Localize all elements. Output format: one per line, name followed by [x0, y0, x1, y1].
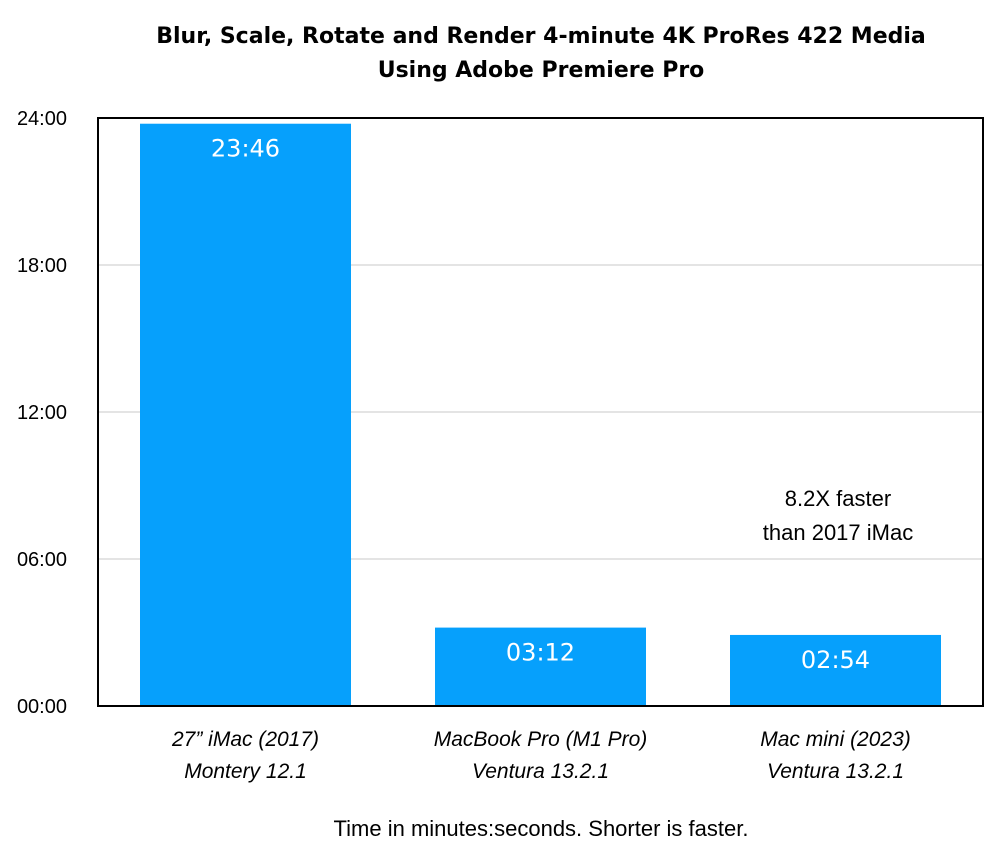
- chart-footnote: Time in minutes:seconds. Shorter is fast…: [334, 816, 749, 841]
- x-category-label-1-line-2: Montery 12.1: [184, 760, 307, 783]
- bar-2: [435, 627, 646, 706]
- y-tick-label-1: 06:00: [17, 549, 67, 571]
- chart-title: Blur, Scale, Rotate and Render 4-minute …: [156, 24, 926, 83]
- y-tick-label-4: 24:00: [17, 108, 67, 130]
- x-category-label-2-line-1: MacBook Pro (M1 Pro): [434, 728, 648, 751]
- speedup-annotation: 8.2X faster than 2017 iMac: [763, 486, 913, 545]
- plot-frame: [97, 117, 984, 707]
- x-category-label-2-line-2: Ventura 13.2.1: [472, 760, 609, 783]
- plot-border: [97, 117, 984, 707]
- bars: 23:46 03:12 02:54: [140, 123, 941, 707]
- x-category-label-1-line-1: 27” iMac (2017): [171, 728, 319, 751]
- chart-title-line-1: Blur, Scale, Rotate and Render 4-minute …: [156, 24, 926, 49]
- bar-value-label-2: 03:12: [506, 639, 575, 667]
- bar-1: [140, 123, 351, 707]
- bar-3: [730, 634, 941, 706]
- annotation-line-2: than 2017 iMac: [763, 520, 913, 545]
- y-axis-ticks: 00:00 06:00 12:00 18:00 24:00: [17, 108, 67, 718]
- x-axis-categories: 27” iMac (2017) Montery 12.1 MacBook Pro (…: [171, 728, 911, 783]
- y-tick-label-2: 12:00: [17, 402, 67, 424]
- chart-title-line-2: Using Adobe Premiere Pro: [378, 58, 705, 83]
- y-tick-label-3: 18:00: [17, 255, 67, 277]
- annotation-line-1: 8.2X faster: [785, 486, 891, 511]
- bar-value-label-1: 23:46: [211, 135, 280, 163]
- x-category-label-3-line-1: Mac mini (2023): [760, 728, 911, 751]
- x-category-label-3-line-2: Ventura 13.2.1: [767, 760, 904, 783]
- bar-value-label-3: 02:54: [801, 646, 870, 674]
- y-tick-label-0: 00:00: [17, 696, 67, 718]
